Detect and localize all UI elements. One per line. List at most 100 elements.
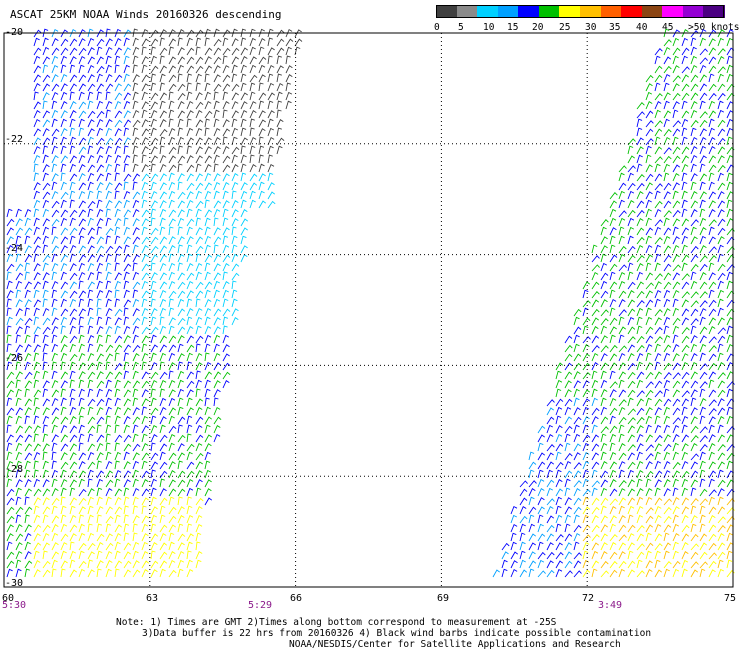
wind-barb (573, 397, 580, 407)
wind-barb (564, 506, 572, 515)
wind-barb (60, 344, 68, 353)
wind-barb (6, 343, 12, 353)
wind-barb (726, 460, 733, 470)
wind-barb (159, 397, 167, 407)
wind-barb (681, 190, 688, 200)
wind-barb (132, 55, 139, 65)
wind-barb (141, 101, 149, 110)
wind-barb (177, 460, 183, 470)
wind-barb (60, 542, 68, 551)
wind-barb (276, 38, 285, 47)
wind-barb (33, 163, 39, 173)
wind-barb (708, 29, 717, 38)
wind-barb (267, 154, 273, 164)
wind-barb (609, 289, 616, 299)
wind-barb (276, 91, 283, 101)
wind-barb (699, 281, 708, 290)
wind-barb (42, 317, 51, 326)
wind-barb (33, 361, 40, 371)
wind-barb (114, 83, 122, 92)
wind-barb (510, 541, 517, 551)
wind-barb (267, 118, 274, 128)
wind-barb (177, 226, 183, 236)
wind-barb (78, 127, 85, 137)
wind-barb (177, 47, 185, 56)
wind-barb (114, 28, 122, 38)
wind-barb (186, 290, 194, 299)
wind-barb (15, 361, 21, 371)
wind-barb (60, 110, 68, 119)
wind-barb (591, 524, 600, 533)
wind-barb (168, 271, 175, 281)
wind-barb (267, 100, 274, 110)
wind-barb (537, 469, 544, 479)
wind-barb (114, 506, 123, 515)
wind-barb (636, 505, 644, 515)
wind-barb (699, 460, 706, 470)
wind-barb (159, 145, 165, 155)
wind-barb (222, 308, 231, 317)
wind-barb (222, 325, 228, 335)
wind-barb (132, 460, 140, 470)
wind-barb (186, 371, 195, 380)
wind-barb (87, 316, 94, 326)
wind-barb (24, 479, 32, 488)
wind-barb (24, 334, 31, 344)
wind-barb (123, 451, 130, 461)
wind-barb (15, 272, 24, 281)
wind-barb (663, 272, 672, 281)
wind-barb (168, 199, 175, 209)
wind-barb (78, 245, 86, 254)
wind-barb (69, 353, 78, 362)
wind-barb (132, 569, 141, 578)
wind-barb (690, 551, 699, 560)
note-line: 3)Data buffer is 22 hrs from 20160326 4)… (142, 628, 652, 639)
wind-barb (240, 101, 248, 110)
wind-barb (132, 541, 140, 551)
wind-barb (168, 470, 176, 479)
wind-barb (222, 271, 228, 281)
wind-barb (708, 137, 716, 146)
wind-barb (591, 308, 600, 317)
wind-barb (600, 299, 608, 308)
wind-barb (663, 163, 670, 173)
wind-barb (690, 308, 699, 317)
wind-barb (51, 352, 58, 362)
wind-barb (114, 497, 122, 506)
wind-barb (654, 120, 663, 128)
wind-barb (681, 92, 690, 101)
wind-barb (87, 262, 95, 272)
wind-barb (150, 101, 158, 110)
wind-barb (24, 353, 32, 362)
wind-barb (123, 55, 130, 65)
wind-barb (573, 371, 581, 380)
wind-barb (663, 415, 671, 425)
wind-barb (663, 289, 671, 299)
wind-barb (42, 380, 50, 389)
lat-label: -30 (5, 578, 24, 589)
wind-barb (501, 568, 508, 578)
colorbar-swatch (703, 5, 725, 18)
wind-barb (600, 397, 607, 407)
wind-barb (609, 200, 617, 209)
wind-barb (672, 109, 679, 119)
wind-barb (726, 415, 734, 425)
wind-barb (600, 524, 608, 533)
wind-barb (591, 480, 600, 488)
wind-barb (690, 397, 697, 407)
wind-barb (582, 416, 590, 425)
wind-barb (636, 570, 645, 578)
wind-barb (105, 200, 113, 209)
wind-barb (717, 263, 726, 272)
wind-barb (231, 190, 237, 200)
wind-barb (636, 154, 643, 164)
wind-barb (582, 442, 590, 452)
wind-barb (150, 533, 159, 542)
wind-barb (582, 406, 590, 416)
wind-barb (105, 109, 111, 119)
wind-barb (51, 47, 60, 56)
wind-barb (78, 470, 87, 479)
wind-barb (123, 119, 132, 128)
wind-barb (636, 344, 645, 353)
wind-barb (168, 298, 174, 308)
